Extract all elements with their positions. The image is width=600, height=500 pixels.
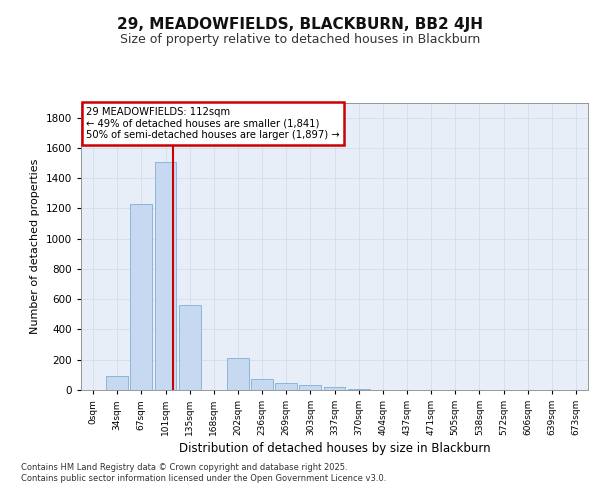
Text: Size of property relative to detached houses in Blackburn: Size of property relative to detached ho… (120, 34, 480, 46)
Bar (130, 204, 152, 390)
Bar (227, 358, 249, 390)
Y-axis label: Number of detached properties: Number of detached properties (30, 158, 40, 334)
Text: 29 MEADOWFIELDS: 112sqm
← 49% of detached houses are smaller (1,841)
50% of semi: 29 MEADOWFIELDS: 112sqm ← 49% of detache… (86, 107, 340, 140)
X-axis label: Distribution of detached houses by size in Blackburn: Distribution of detached houses by size … (179, 442, 490, 456)
Bar (323, 387, 346, 390)
Bar (179, 306, 200, 390)
Bar (348, 389, 370, 390)
Bar (251, 380, 273, 390)
Bar (155, 162, 176, 390)
Text: Contains HM Land Registry data © Crown copyright and database right 2025.: Contains HM Land Registry data © Crown c… (21, 462, 347, 471)
Bar (275, 383, 297, 390)
Bar (106, 376, 128, 390)
Text: 29, MEADOWFIELDS, BLACKBURN, BB2 4JH: 29, MEADOWFIELDS, BLACKBURN, BB2 4JH (117, 18, 483, 32)
Text: Contains public sector information licensed under the Open Government Licence v3: Contains public sector information licen… (21, 474, 386, 483)
Bar (299, 386, 321, 390)
